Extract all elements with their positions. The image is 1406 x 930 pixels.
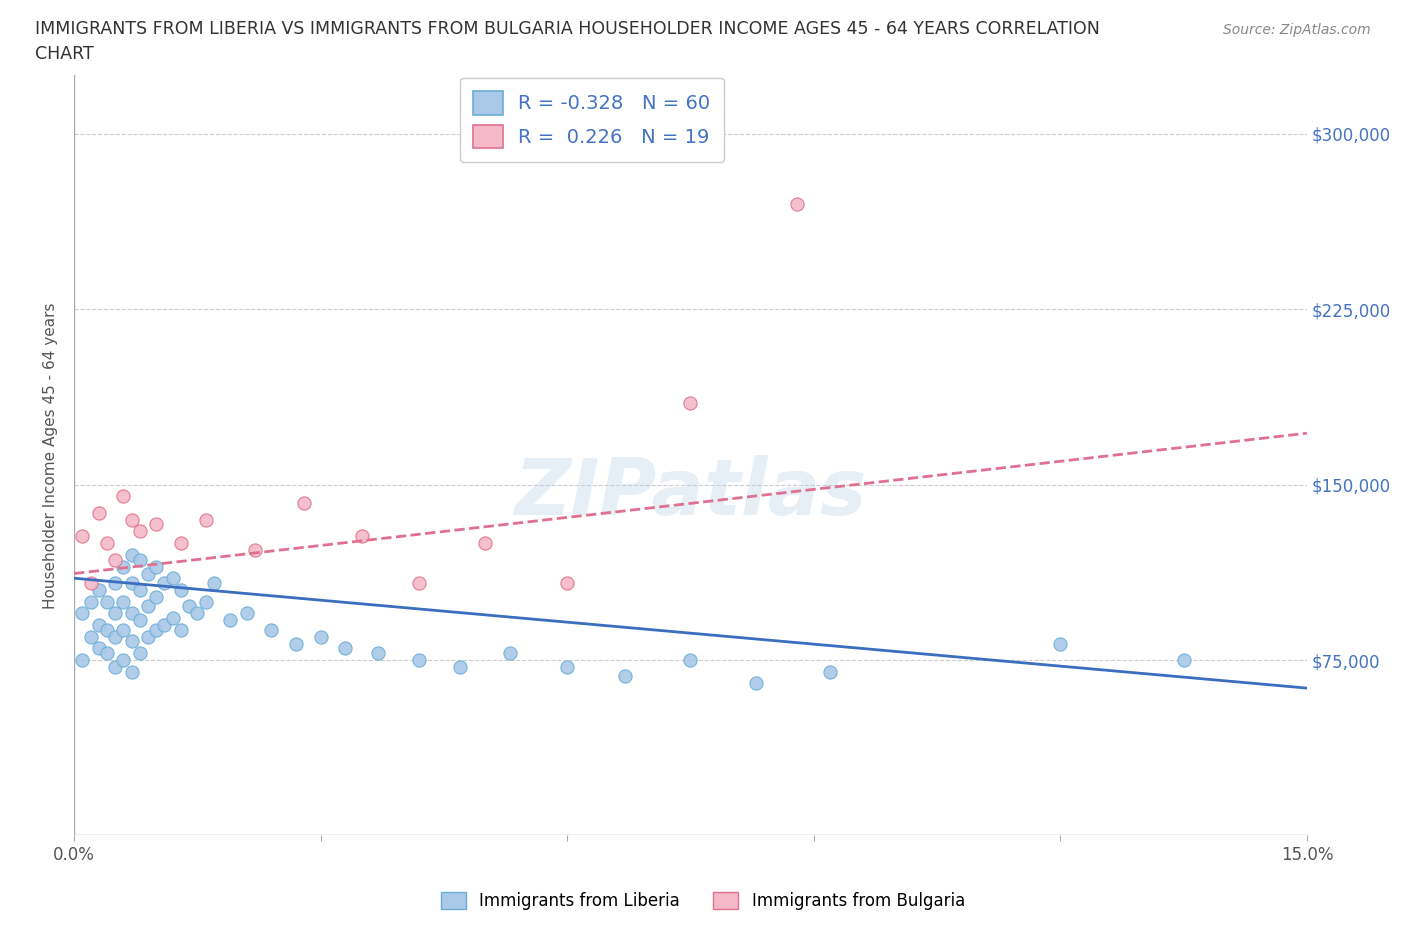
Point xyxy=(474,536,496,551)
Point xyxy=(87,641,110,656)
Point xyxy=(96,536,118,551)
Text: ZIPatlas: ZIPatlas xyxy=(515,456,866,531)
Point xyxy=(121,512,143,527)
Point xyxy=(136,566,159,581)
Point xyxy=(104,605,127,620)
Point xyxy=(202,576,225,591)
Point xyxy=(153,618,176,632)
Point xyxy=(79,576,101,591)
Y-axis label: Householder Income Ages 45 - 64 years: Householder Income Ages 45 - 64 years xyxy=(44,302,58,609)
Point xyxy=(136,630,159,644)
Point xyxy=(72,528,94,543)
Point xyxy=(112,594,135,609)
Point xyxy=(121,576,143,591)
Point xyxy=(170,582,193,597)
Point xyxy=(79,594,101,609)
Point xyxy=(260,622,283,637)
Point xyxy=(87,505,110,520)
Point xyxy=(96,594,118,609)
Point xyxy=(499,645,522,660)
Point xyxy=(292,496,315,511)
Legend: Immigrants from Liberia, Immigrants from Bulgaria: Immigrants from Liberia, Immigrants from… xyxy=(434,885,972,917)
Point xyxy=(112,489,135,504)
Point xyxy=(104,552,127,567)
Point xyxy=(128,582,150,597)
Point xyxy=(679,395,702,410)
Point xyxy=(72,653,94,668)
Point xyxy=(1049,636,1071,651)
Point xyxy=(679,653,702,668)
Point xyxy=(555,659,578,674)
Point xyxy=(170,536,193,551)
Point xyxy=(613,669,636,684)
Point xyxy=(121,664,143,679)
Point xyxy=(112,559,135,574)
Point xyxy=(408,653,430,668)
Point xyxy=(1173,653,1195,668)
Point xyxy=(243,543,266,558)
Point xyxy=(72,605,94,620)
Point xyxy=(128,552,150,567)
Point xyxy=(555,576,578,591)
Point xyxy=(128,645,150,660)
Point xyxy=(350,528,373,543)
Point xyxy=(112,622,135,637)
Point xyxy=(285,636,308,651)
Point xyxy=(145,622,167,637)
Point xyxy=(104,630,127,644)
Point xyxy=(194,512,217,527)
Point xyxy=(219,613,242,628)
Point xyxy=(145,590,167,604)
Point xyxy=(745,676,768,691)
Point xyxy=(186,605,208,620)
Text: CHART: CHART xyxy=(35,45,94,62)
Point xyxy=(179,599,201,614)
Point xyxy=(96,645,118,660)
Text: IMMIGRANTS FROM LIBERIA VS IMMIGRANTS FROM BULGARIA HOUSEHOLDER INCOME AGES 45 -: IMMIGRANTS FROM LIBERIA VS IMMIGRANTS FR… xyxy=(35,20,1099,38)
Point xyxy=(367,645,389,660)
Point xyxy=(121,548,143,563)
Point xyxy=(408,576,430,591)
Point xyxy=(79,630,101,644)
Point xyxy=(153,576,176,591)
Point xyxy=(309,630,332,644)
Point xyxy=(87,582,110,597)
Point xyxy=(104,576,127,591)
Point xyxy=(104,659,127,674)
Point xyxy=(121,605,143,620)
Point xyxy=(335,641,357,656)
Point xyxy=(818,664,841,679)
Legend: R = -0.328   N = 60, R =  0.226   N = 19: R = -0.328 N = 60, R = 0.226 N = 19 xyxy=(460,77,724,162)
Point xyxy=(112,653,135,668)
Point xyxy=(87,618,110,632)
Point xyxy=(96,622,118,637)
Point xyxy=(136,599,159,614)
Point xyxy=(194,594,217,609)
Point xyxy=(449,659,471,674)
Point xyxy=(170,622,193,637)
Point xyxy=(145,517,167,532)
Point xyxy=(162,610,184,625)
Point xyxy=(145,559,167,574)
Point xyxy=(235,605,257,620)
Text: Source: ZipAtlas.com: Source: ZipAtlas.com xyxy=(1223,23,1371,37)
Point xyxy=(786,196,808,211)
Point xyxy=(162,571,184,586)
Point xyxy=(128,524,150,538)
Point xyxy=(121,634,143,649)
Point xyxy=(128,613,150,628)
